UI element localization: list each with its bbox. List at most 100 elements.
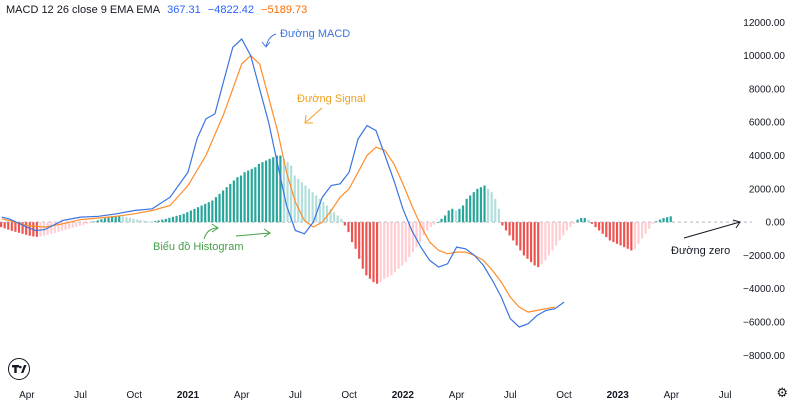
signal-line <box>1 54 556 313</box>
histogram-bar <box>125 217 128 223</box>
histogram-bar <box>78 222 81 226</box>
y-tick-label: −8000.00 <box>743 351 785 362</box>
histogram-bar <box>433 222 436 225</box>
gear-icon[interactable]: ⚙ <box>776 385 788 400</box>
histogram-bar <box>211 200 214 223</box>
histogram-bar <box>132 218 135 223</box>
histogram-bar <box>386 222 389 278</box>
histogram-bar <box>547 222 551 256</box>
histogram-bar <box>583 217 586 223</box>
histogram-bar <box>633 222 637 249</box>
histogram-bar <box>640 222 644 239</box>
histogram-bar <box>196 207 200 223</box>
histogram-bar <box>121 216 124 223</box>
histogram-bar <box>225 187 228 223</box>
histogram-bar <box>555 222 558 246</box>
histogram-bar <box>71 222 74 228</box>
histogram-bar <box>587 219 590 223</box>
histogram-bar <box>171 216 175 223</box>
histogram-bar <box>487 188 490 223</box>
histogram-bar <box>96 220 99 223</box>
histogram-bar <box>565 222 568 231</box>
histogram-bar <box>368 222 372 279</box>
histogram-bar <box>268 158 271 223</box>
histogram-bar <box>229 183 232 223</box>
histogram-bar <box>598 222 601 231</box>
annotation-macd-arrow <box>261 33 277 48</box>
histogram-bar <box>146 221 149 223</box>
histogram-bar <box>358 222 361 259</box>
y-tick-label: 6000.00 <box>749 118 786 129</box>
histogram-bar <box>422 222 425 236</box>
histogram-bar <box>28 222 31 236</box>
histogram-bar <box>644 222 647 234</box>
histogram-bar <box>508 222 511 236</box>
histogram-bar <box>655 221 658 223</box>
legend-macd-value: 367.31 <box>167 4 201 16</box>
histogram-bar <box>404 222 407 263</box>
histogram-bar <box>329 208 332 223</box>
x-tick-label: Jul <box>289 390 302 401</box>
annotation-macd: Đường MACD <box>280 28 350 40</box>
x-tick-label: Jul <box>74 390 87 401</box>
y-tick-label: −2000.00 <box>743 251 785 262</box>
histogram-bar <box>440 218 443 223</box>
x-tick-label: Jul <box>504 390 517 401</box>
histogram-bar <box>465 198 468 223</box>
histogram-bar <box>572 222 576 224</box>
histogram-bar <box>479 187 483 223</box>
histogram-bar <box>637 222 640 244</box>
legend-name: MACD 12 26 close 9 EMA EMA <box>6 4 161 16</box>
histogram-bar <box>372 222 375 283</box>
histogram-bar <box>111 216 114 223</box>
histogram-bar <box>340 218 343 223</box>
histogram-bar <box>540 222 543 264</box>
histogram-bar <box>529 222 533 263</box>
histogram-bar <box>232 180 235 223</box>
histogram-bar <box>25 222 28 235</box>
histogram-bar <box>82 222 85 225</box>
histogram-bar <box>311 192 314 223</box>
histogram-bar <box>17 222 21 233</box>
histogram-bar <box>615 222 619 244</box>
legend-hist-value: −5189.73 <box>261 4 308 16</box>
histogram-bar <box>458 208 461 223</box>
histogram-bar <box>469 195 472 223</box>
histogram-bar <box>601 222 604 234</box>
histogram-bar <box>60 222 64 231</box>
y-tick-label: 4000.00 <box>749 151 786 162</box>
histogram-bar <box>429 222 432 228</box>
histogram-bar <box>243 172 246 223</box>
histogram-bar <box>401 222 404 266</box>
histogram-bar <box>164 218 167 223</box>
histogram-bar <box>161 219 164 223</box>
histogram-bar <box>411 222 414 253</box>
histogram-bar <box>236 177 239 223</box>
histogram-bar <box>605 222 608 238</box>
histogram-bar <box>494 198 497 223</box>
histogram-bar <box>544 222 547 261</box>
histogram-bar <box>648 222 651 229</box>
histogram-bar <box>64 222 67 230</box>
histogram-bar <box>619 222 622 246</box>
legend-signal-value: −4822.42 <box>207 4 255 16</box>
histogram-bar <box>186 212 189 223</box>
histogram-bar <box>522 222 525 256</box>
histogram-bar <box>626 222 629 249</box>
histogram-bar <box>207 202 210 223</box>
histogram-bar <box>447 210 450 223</box>
x-tick-label: 2023 <box>607 390 630 401</box>
histogram-bar <box>114 215 117 223</box>
histogram-bar <box>515 222 518 246</box>
histogram-bar <box>14 222 17 232</box>
histogram-bar <box>53 222 56 233</box>
histogram-bar <box>153 221 157 223</box>
histogram-bar <box>576 219 579 223</box>
histogram-bar <box>0 222 3 228</box>
y-tick-label: 2000.00 <box>749 184 786 195</box>
histogram-bar <box>325 205 329 223</box>
histogram-bar <box>590 222 594 224</box>
histogram-bar <box>257 163 261 223</box>
histogram-bar <box>451 208 454 223</box>
